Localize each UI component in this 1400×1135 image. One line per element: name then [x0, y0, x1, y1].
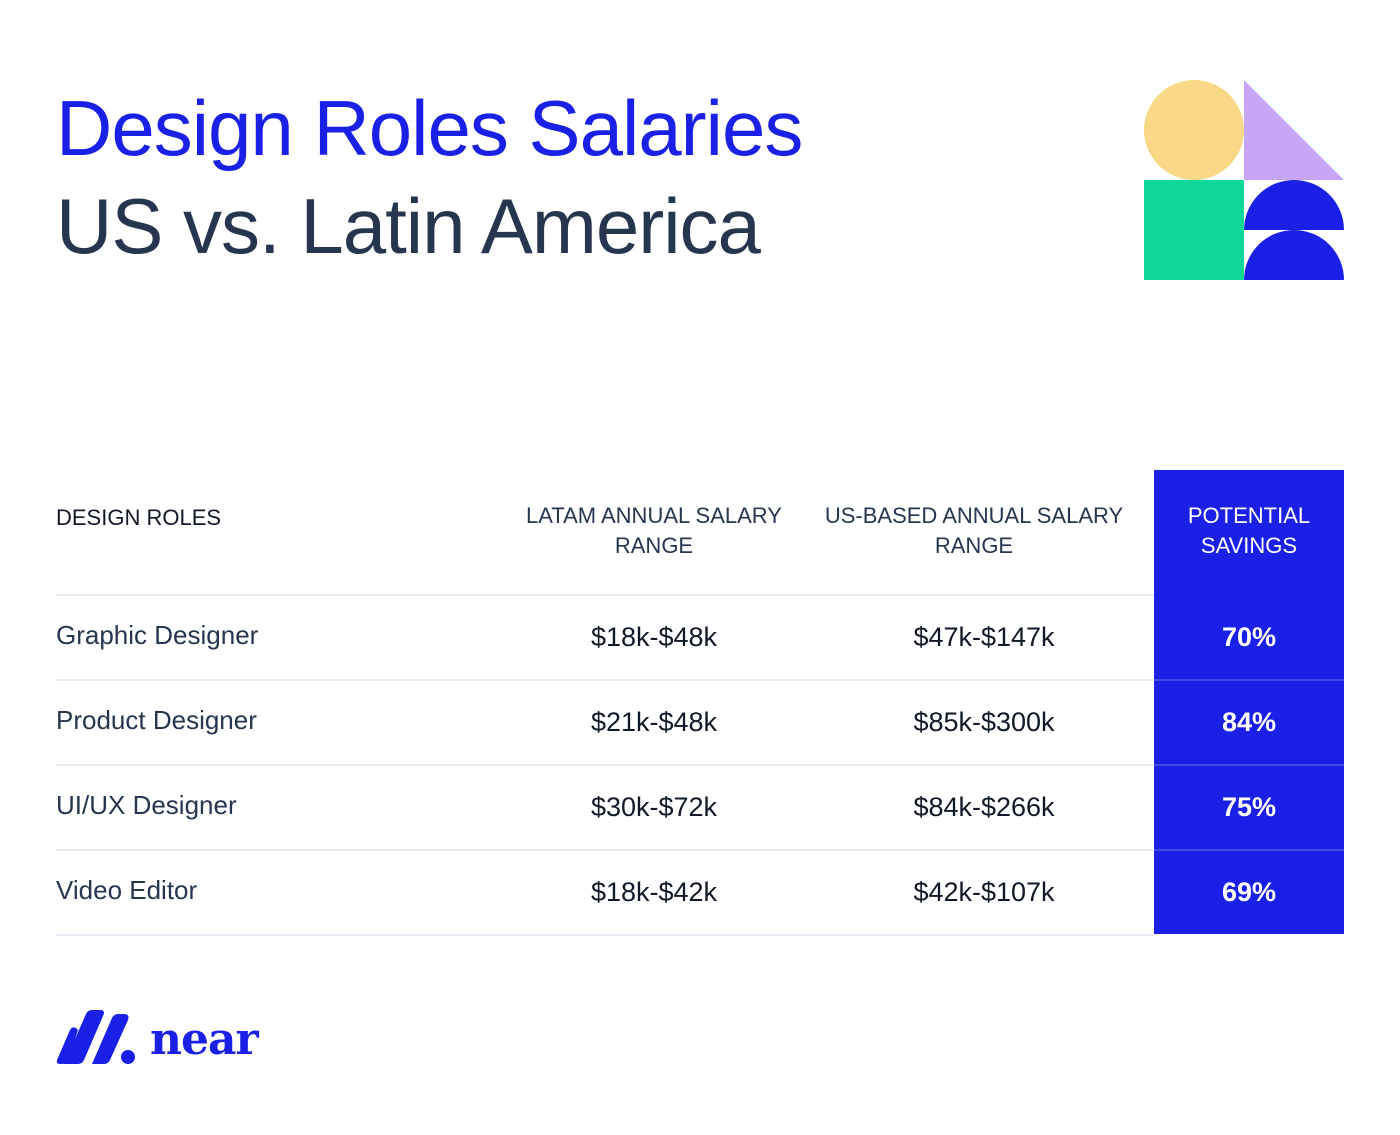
near-logo: near — [56, 1008, 259, 1068]
latam-salary-range: $30k-$72k — [590, 792, 718, 822]
row-divider — [56, 594, 1154, 596]
potential-savings-value: 69% — [1221, 877, 1277, 907]
role-name: Graphic Designer — [56, 620, 259, 650]
us-salary-range: $42k-$107k — [913, 877, 1055, 907]
us-salary-range: $85k-$300k — [913, 707, 1055, 737]
us-salary-range: $84k-$266k — [913, 792, 1055, 822]
triangle-icon — [1244, 80, 1344, 180]
row-divider-savings — [1154, 764, 1344, 766]
square-icon — [1144, 180, 1244, 280]
table-row: UI/UX Designer $30k-$72k $84k-$266k 75% — [56, 764, 1344, 849]
near-logo-text: near — [150, 1014, 259, 1065]
potential-savings-value: 70% — [1221, 622, 1277, 652]
table-row: Graphic Designer $18k-$48k $47k-$147k 70% — [56, 594, 1344, 679]
row-divider — [56, 679, 1154, 681]
header-design-roles: DESIGN ROLES — [56, 505, 222, 530]
half-circle-icon — [1244, 180, 1344, 230]
half-circle-icon — [1244, 230, 1344, 280]
potential-savings-value: 75% — [1221, 792, 1277, 822]
row-divider — [56, 849, 1154, 851]
role-name: UI/UX Designer — [56, 790, 237, 820]
table-row: Video Editor $18k-$42k $42k-$107k 69% — [56, 849, 1344, 934]
row-divider — [56, 764, 1154, 766]
header-latam-salary: LATAM ANNUAL SALARY RANGE — [526, 503, 782, 558]
header-us-salary: US-BASED ANNUAL SALARY RANGE — [824, 503, 1124, 558]
page-subtitle: US vs. Latin America — [56, 182, 761, 270]
latam-salary-range: $18k-$42k — [590, 877, 718, 907]
savings-column-highlight — [1154, 470, 1344, 934]
latam-salary-range: $21k-$48k — [590, 707, 718, 737]
potential-savings-value: 84% — [1221, 707, 1277, 737]
near-logo-icon — [56, 1010, 135, 1064]
table-row: Product Designer $21k-$48k $85k-$300k 84% — [56, 679, 1344, 764]
us-salary-range: $47k-$147k — [913, 622, 1055, 652]
circle-icon — [1144, 80, 1244, 180]
role-name: Product Designer — [56, 705, 257, 735]
row-divider-savings — [1154, 679, 1344, 681]
table-bottom-divider — [56, 934, 1154, 936]
header-potential-savings: POTENTIAL SAVINGS — [1187, 503, 1311, 558]
role-name: Video Editor — [56, 875, 198, 905]
decorative-shapes — [1144, 80, 1344, 280]
page-title: Design Roles Salaries — [56, 84, 803, 172]
latam-salary-range: $18k-$48k — [590, 622, 718, 652]
row-divider-savings — [1154, 849, 1344, 851]
